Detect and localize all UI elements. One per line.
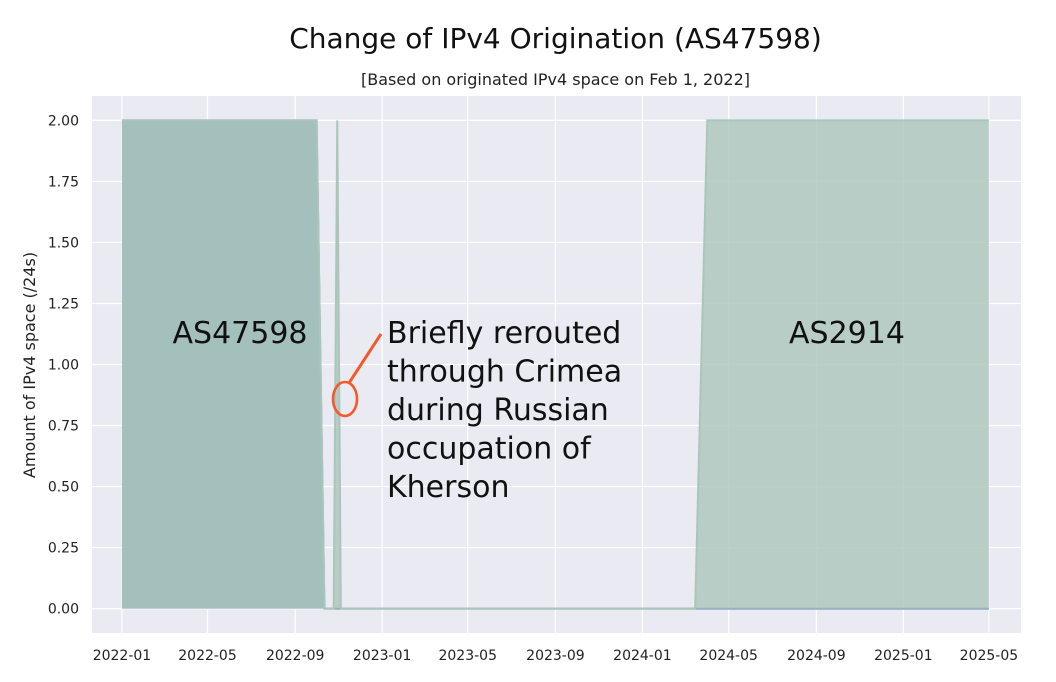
x-tick-label: 2022-05 bbox=[178, 648, 237, 664]
annotation-arrow bbox=[347, 333, 383, 384]
annotation-line: through Crimea bbox=[387, 355, 622, 390]
y-tick-label: 1.75 bbox=[48, 174, 79, 190]
x-tick-label: 2022-01 bbox=[93, 648, 152, 664]
annotation-line: Briefly rerouted bbox=[387, 316, 621, 351]
x-tick-label: 2025-01 bbox=[874, 648, 933, 664]
x-tick-label: 2024-01 bbox=[613, 648, 672, 664]
y-tick-label: 0.50 bbox=[48, 480, 79, 496]
annotation-line: occupation of bbox=[387, 432, 592, 467]
highlight-circle bbox=[331, 380, 359, 418]
chart-title: Change of IPv4 Origination (AS47598) bbox=[289, 22, 822, 55]
y-tick-label: 1.25 bbox=[48, 296, 79, 312]
annotation-line: Kherson bbox=[387, 470, 509, 505]
y-tick-label: 0.00 bbox=[48, 602, 79, 618]
y-tick-label: 2.00 bbox=[48, 113, 79, 129]
y-tick-label: 0.75 bbox=[48, 419, 79, 435]
label-as2914: AS2914 bbox=[789, 316, 905, 351]
x-axis-ticks: 2022-01 2022-05 2022-09 2023-01 2023-05 2023-… bbox=[93, 648, 1018, 664]
series-line-as2914 bbox=[121, 119, 989, 610]
y-axis-ticks: 0.00 0.25 0.50 0.75 1.00 1.25 1.50 1.75 2.00 bbox=[48, 113, 79, 617]
x-tick-label: 2023-09 bbox=[526, 648, 585, 664]
annotations: AS47598 AS2914 Briefly rerouted through Cri… bbox=[173, 316, 905, 505]
x-tick-label: 2025-05 bbox=[960, 648, 1019, 664]
series-area-as2914 bbox=[121, 120, 989, 609]
label-as47598: AS47598 bbox=[173, 316, 308, 351]
y-tick-label: 1.50 bbox=[48, 235, 79, 251]
x-tick-label: 2022-09 bbox=[266, 648, 325, 664]
chart-subtitle: [Based on originated IPv4 space on Feb 1… bbox=[360, 70, 751, 89]
y-axis-label: Amount of IPv4 space (/24s) bbox=[20, 252, 39, 478]
x-tick-label: 2024-05 bbox=[699, 648, 758, 664]
x-tick-label: 2023-05 bbox=[438, 648, 497, 664]
x-tick-label: 2023-01 bbox=[353, 648, 412, 664]
y-tick-label: 0.25 bbox=[48, 541, 79, 557]
y-tick-label: 1.00 bbox=[48, 358, 79, 374]
annotation-line: during Russian bbox=[387, 393, 609, 428]
series-areas bbox=[121, 119, 989, 610]
x-tick-label: 2024-09 bbox=[787, 648, 846, 664]
